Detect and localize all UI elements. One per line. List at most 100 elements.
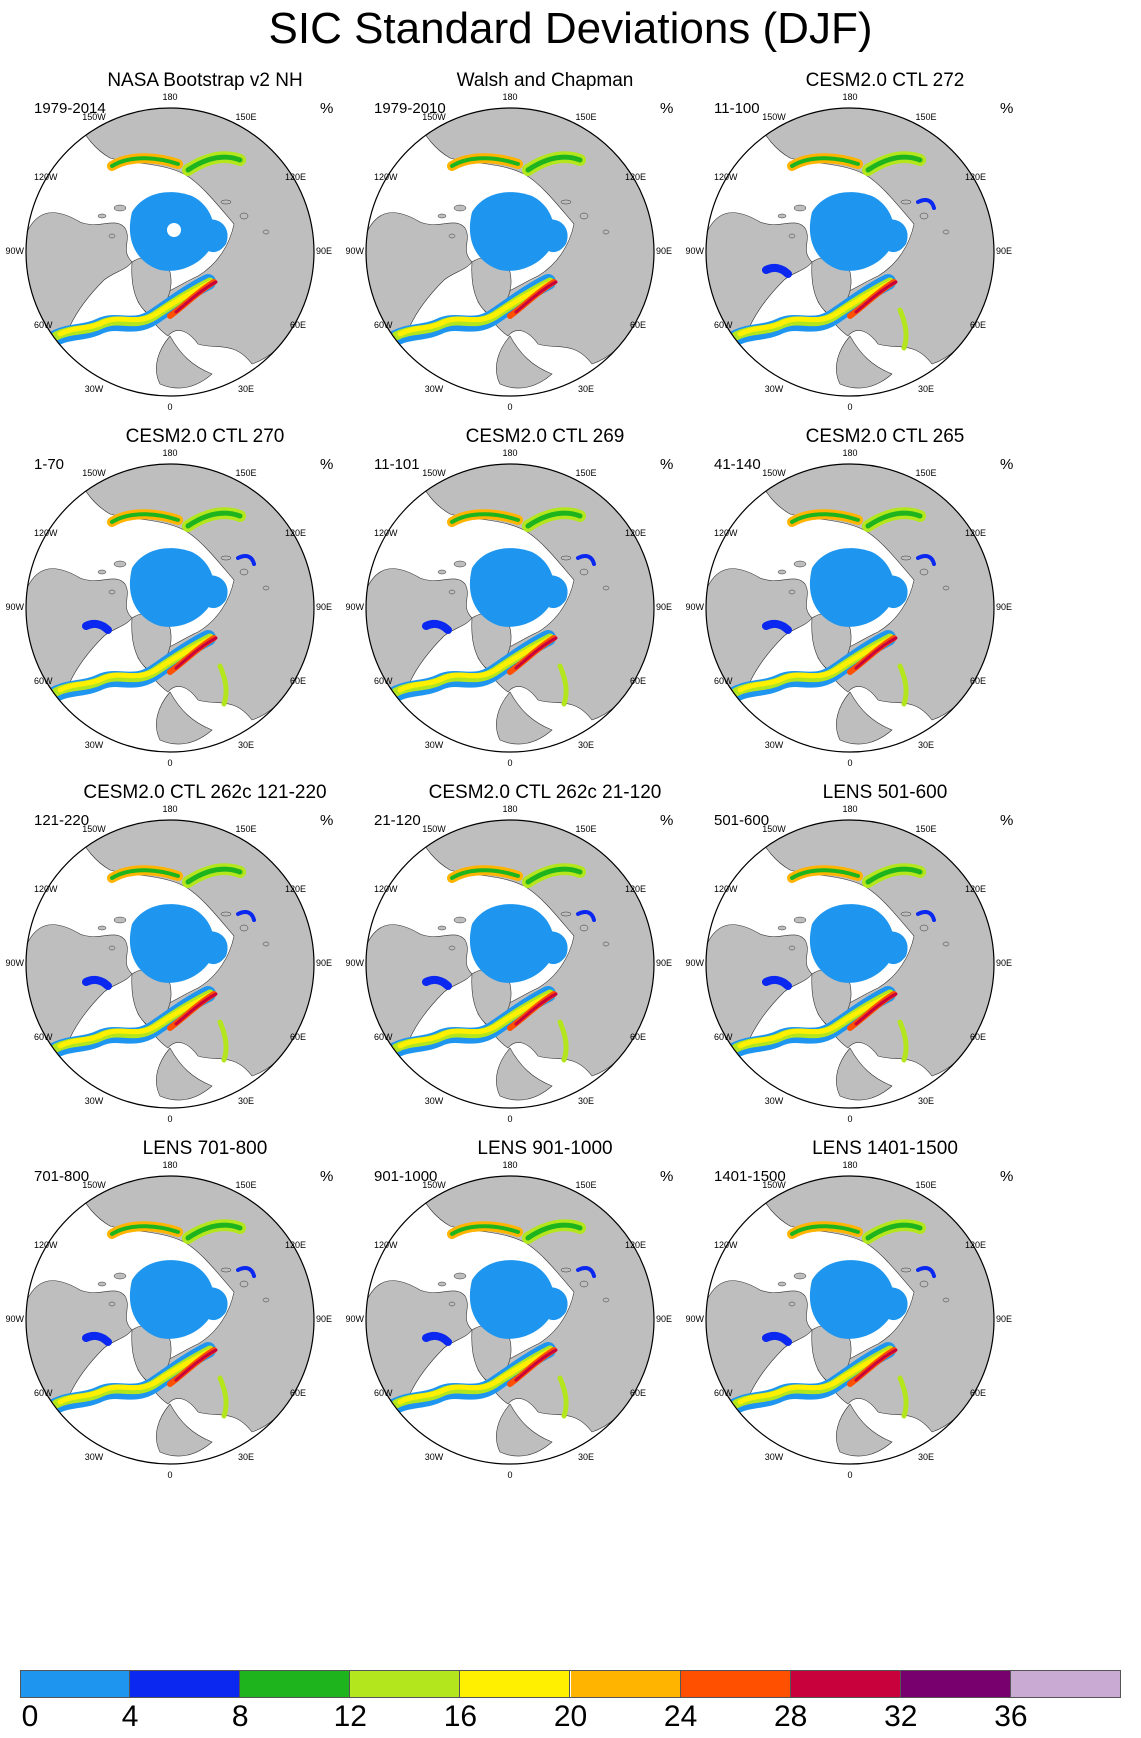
sic-variability-band <box>110 512 180 524</box>
longitude-label: 60W <box>714 1032 733 1042</box>
longitude-label: 30W <box>425 740 444 750</box>
longitude-label: 120W <box>34 884 58 894</box>
longitude-label: 60E <box>970 1388 986 1398</box>
longitude-label: 30W <box>765 1096 784 1106</box>
longitude-label: 120E <box>965 172 986 182</box>
map-panel: CESM2.0 CTL 272 11-100% 180 150W 150E 120W 120… <box>685 70 1070 460</box>
sea-ice-low-variability <box>200 931 228 965</box>
land-europe_south <box>836 691 893 745</box>
sea-ice-low-variability <box>809 192 895 271</box>
land-island <box>239 212 249 220</box>
map-panel: LENS 1401-1500 1401-1500% 180 150W 150E 120W 1… <box>685 1138 1070 1528</box>
sic-variability-band <box>397 635 555 693</box>
map-panel: CESM2.0 CTL 270 1-70% 180 150W 150E 120W 120E 9… <box>5 426 390 816</box>
sic-variability-band <box>236 1266 256 1278</box>
land-island <box>788 1301 796 1307</box>
sic-variability-band <box>514 1348 558 1382</box>
longitude-label: 30W <box>85 1096 104 1106</box>
land-island <box>108 589 116 595</box>
sic-variability-band <box>865 510 923 529</box>
longitude-label: 0 <box>847 402 852 412</box>
land-island <box>220 1267 232 1273</box>
land-island <box>437 213 447 219</box>
sic-variability-band <box>897 307 909 351</box>
land-island <box>579 212 589 220</box>
polar-map: 180 150W 150E 120W 120E 90W 90E 60W 60E 30W 30E 0 <box>685 804 1012 1124</box>
colorbar-tick-label: 8 <box>231 1700 249 1733</box>
longitude-label: 0 <box>847 758 852 768</box>
polar-map: 180 150W 150E 120W 120E 90W 90E 60W 60E 30W 30E 0 <box>5 92 332 412</box>
longitude-label: 120W <box>714 884 738 894</box>
longitude-label: 120W <box>34 528 58 538</box>
land-island <box>777 569 787 575</box>
land-europe_south <box>496 1047 553 1101</box>
colorbar-tick-label: 32 <box>884 1700 918 1733</box>
sea-ice-low-variability <box>469 1260 555 1339</box>
sic-variability-band <box>525 866 583 885</box>
longitude-label: 120E <box>285 1240 306 1250</box>
map-panel: CESM2.0 CTL 262c 121-220 121-220% 180 150W 1… <box>5 782 390 1172</box>
sic-variability-band <box>790 1224 860 1236</box>
land-island <box>942 585 950 591</box>
sea-ice-low-variability <box>880 1287 908 1321</box>
land-island <box>602 585 610 591</box>
land-island <box>560 555 572 561</box>
longitude-label: 0 <box>847 1114 852 1124</box>
map-frame <box>25 819 315 1109</box>
land-island <box>942 1297 950 1303</box>
sic-variability-band <box>82 975 112 990</box>
sic-variability-band <box>110 868 180 880</box>
longitude-label: 30E <box>918 740 934 750</box>
colorbar-swatch <box>790 1670 901 1698</box>
colorbar-tick-label: 20 <box>553 1700 588 1733</box>
map-frame <box>705 107 995 397</box>
land-europe_south <box>496 335 553 389</box>
land-island <box>448 233 456 239</box>
land-island <box>113 560 127 568</box>
longitude-label: 90W <box>685 958 704 968</box>
sic-variability-band <box>897 1019 909 1063</box>
longitude-label: 60W <box>34 1388 53 1398</box>
longitude-label: 30E <box>918 1452 934 1462</box>
sic-variability-band <box>790 512 860 524</box>
longitude-label: 30W <box>85 740 104 750</box>
sic-variability-band <box>82 1331 112 1346</box>
land-island <box>579 568 589 576</box>
longitude-label: 180 <box>502 92 517 102</box>
longitude-label: 60W <box>374 1032 393 1042</box>
sea-ice-low-variability <box>200 1287 228 1321</box>
sic-variability-band <box>236 554 256 566</box>
longitude-label: 90E <box>316 1314 332 1324</box>
land-europe_south <box>496 1403 553 1457</box>
longitude-label: 30E <box>918 1096 934 1106</box>
land-europe_south <box>836 1403 893 1457</box>
longitude-label: 90E <box>656 246 672 256</box>
longitude-label: 90E <box>316 602 332 612</box>
map-panel: CESM2.0 CTL 269 11-101% 180 150W 150E 120W 120… <box>345 426 730 816</box>
land-island <box>437 1281 447 1287</box>
sea-ice-low-variability <box>129 548 215 627</box>
map-frame <box>705 463 995 753</box>
land-island <box>793 916 807 924</box>
panel-period: 11-101 <box>374 456 420 473</box>
sic-variability-band <box>236 910 256 922</box>
longitude-label: 150E <box>915 468 936 478</box>
longitude-label: 150W <box>422 824 446 834</box>
land-europe_south <box>836 335 893 389</box>
longitude-label: 180 <box>162 804 177 814</box>
panel-units: % <box>660 100 674 117</box>
longitude-label: 180 <box>162 1160 177 1170</box>
colorbar-tick-label: 28 <box>774 1700 808 1733</box>
longitude-label: 60E <box>970 320 986 330</box>
longitude-label: 60W <box>374 320 393 330</box>
polar-map: 180 150W 150E 120W 120E 90W 90E 60W 60E 30W 30E 0 <box>685 448 1012 768</box>
sic-variability-band <box>185 510 243 529</box>
map-frame <box>365 107 655 397</box>
longitude-label: 60E <box>630 1388 646 1398</box>
sic-variability-band <box>217 1375 229 1419</box>
longitude-label: 30W <box>425 384 444 394</box>
panel-title: CESM2.0 CTL 265 <box>805 426 965 447</box>
longitude-label: 120E <box>965 1240 986 1250</box>
longitude-label: 150E <box>915 824 936 834</box>
sic-variability-band <box>762 1331 792 1346</box>
